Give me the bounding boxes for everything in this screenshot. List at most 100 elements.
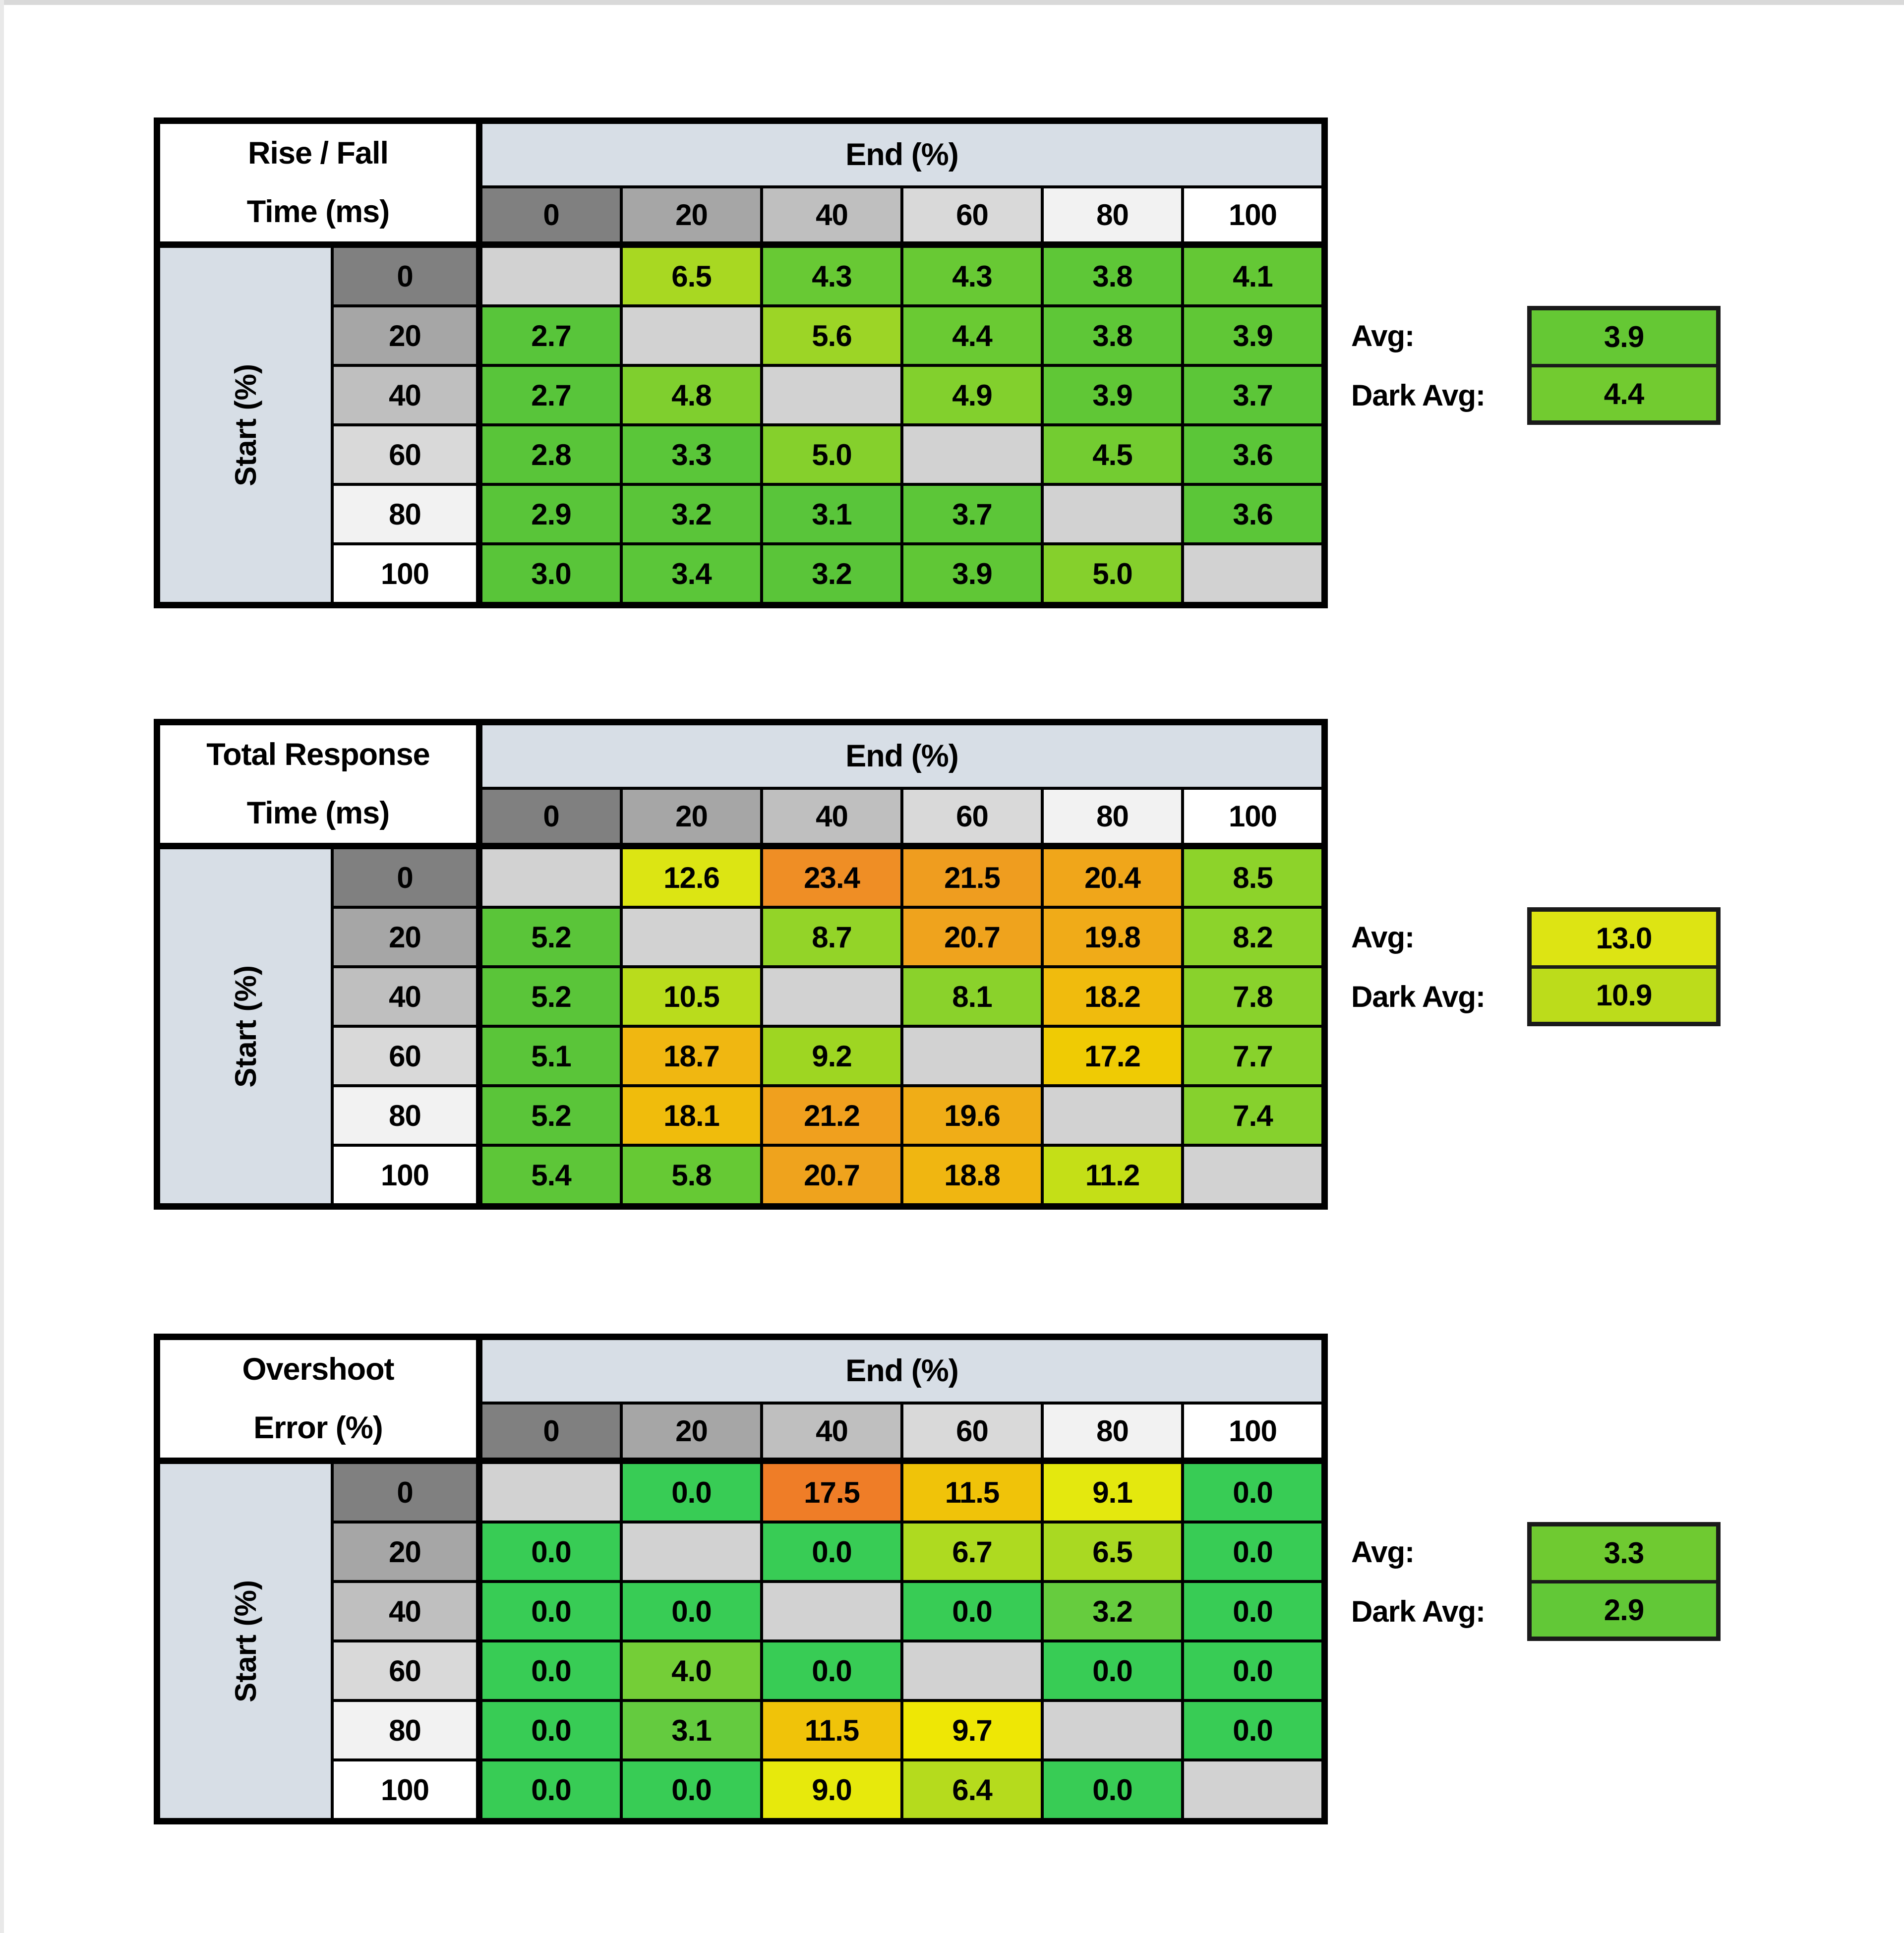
data-cell: 0.0 xyxy=(481,1760,621,1819)
data-cell: 7.8 xyxy=(1183,967,1323,1026)
data-cell: 0.0 xyxy=(1042,1760,1183,1819)
data-cell: 9.2 xyxy=(762,1026,902,1086)
avg-value: 13.0 xyxy=(1532,912,1716,965)
data-cell: 0.0 xyxy=(762,1641,902,1700)
data-cell: 4.3 xyxy=(902,246,1042,306)
empty-diagonal-cell xyxy=(481,1463,621,1522)
data-cell: 8.1 xyxy=(902,967,1042,1026)
row-header-cell: 20 xyxy=(332,907,481,967)
data-cell: 3.9 xyxy=(902,544,1042,603)
empty-diagonal-cell xyxy=(902,1026,1042,1086)
empty-diagonal-cell xyxy=(1042,1086,1183,1145)
total-response-time-table: Total Response Time (ms) End (%) Start (… xyxy=(154,719,1904,1210)
row-header-cell: 60 xyxy=(332,425,481,484)
empty-diagonal-cell xyxy=(1042,1700,1183,1760)
table-title: Rise / Fall Time (ms) xyxy=(159,122,481,246)
empty-diagonal-cell xyxy=(762,365,902,425)
avg-box: 13.0 10.9 xyxy=(1527,907,1721,1026)
data-cell: 18.1 xyxy=(621,1086,762,1145)
dark-avg-label: Dark Avg: xyxy=(1351,980,1486,1013)
data-cell: 6.7 xyxy=(902,1522,1042,1582)
data-cell: 10.5 xyxy=(621,967,762,1026)
row-header-cell: 60 xyxy=(332,1026,481,1086)
data-cell: 2.9 xyxy=(481,484,621,544)
data-cell: 19.8 xyxy=(1042,907,1183,967)
empty-diagonal-cell xyxy=(902,425,1042,484)
data-cell: 11.2 xyxy=(1042,1145,1183,1205)
data-cell: 4.0 xyxy=(621,1641,762,1700)
row-header-cell: 100 xyxy=(332,1145,481,1205)
data-cell: 11.5 xyxy=(762,1700,902,1760)
col-header-cell: 80 xyxy=(1042,788,1183,848)
dark-avg-value: 10.9 xyxy=(1532,965,1716,1022)
col-header-cell: 60 xyxy=(902,187,1042,246)
row-header-cell: 80 xyxy=(332,484,481,544)
table-title-line2: Time (ms) xyxy=(246,796,390,831)
data-cell: 21.2 xyxy=(762,1086,902,1145)
col-header-cell: 100 xyxy=(1183,187,1323,246)
data-cell: 0.0 xyxy=(481,1641,621,1700)
data-cell: 8.7 xyxy=(762,907,902,967)
row-header-cell: 0 xyxy=(332,848,481,907)
avg-label: Avg: xyxy=(1351,1535,1415,1569)
empty-diagonal-cell xyxy=(1042,484,1183,544)
empty-diagonal-cell xyxy=(1183,1145,1323,1205)
data-cell: 0.0 xyxy=(902,1582,1042,1641)
table-title-line1: Overshoot xyxy=(242,1351,394,1387)
col-header-cell: 80 xyxy=(1042,1403,1183,1463)
data-cell: 0.0 xyxy=(1183,1641,1323,1700)
data-cell: 0.0 xyxy=(1183,1700,1323,1760)
data-cell: 4.3 xyxy=(762,246,902,306)
col-header-cell: 60 xyxy=(902,788,1042,848)
row-header-cell: 40 xyxy=(332,365,481,425)
data-cell: 5.1 xyxy=(481,1026,621,1086)
row-header-cell: 80 xyxy=(332,1086,481,1145)
data-cell: 3.2 xyxy=(762,544,902,603)
avg-box: 3.3 2.9 xyxy=(1527,1522,1721,1641)
data-cell: 0.0 xyxy=(1183,1522,1323,1582)
empty-diagonal-cell xyxy=(762,1582,902,1641)
data-cell: 4.1 xyxy=(1183,246,1323,306)
data-cell: 7.4 xyxy=(1183,1086,1323,1145)
data-cell: 3.1 xyxy=(621,1700,762,1760)
table-title: Total Response Time (ms) xyxy=(159,724,481,848)
data-cell: 20.4 xyxy=(1042,848,1183,907)
empty-diagonal-cell xyxy=(1183,1760,1323,1819)
col-header-cell: 40 xyxy=(762,1403,902,1463)
row-header-cell: 100 xyxy=(332,1760,481,1819)
data-cell: 17.2 xyxy=(1042,1026,1183,1086)
data-cell: 3.8 xyxy=(1042,306,1183,365)
data-cell: 0.0 xyxy=(481,1582,621,1641)
data-cell: 9.7 xyxy=(902,1700,1042,1760)
data-cell: 0.0 xyxy=(481,1700,621,1760)
row-header-cell: 0 xyxy=(332,246,481,306)
data-cell: 3.7 xyxy=(902,484,1042,544)
table-title: Overshoot Error (%) xyxy=(159,1339,481,1463)
avg-label: Avg: xyxy=(1351,920,1415,954)
data-cell: 20.7 xyxy=(762,1145,902,1205)
col-header-cell: 20 xyxy=(621,187,762,246)
data-cell: 0.0 xyxy=(1183,1582,1323,1641)
data-cell: 3.9 xyxy=(1183,306,1323,365)
data-cell: 3.1 xyxy=(762,484,902,544)
empty-diagonal-cell xyxy=(621,907,762,967)
data-cell: 9.0 xyxy=(762,1760,902,1819)
data-cell: 4.5 xyxy=(1042,425,1183,484)
col-header-cell: 60 xyxy=(902,1403,1042,1463)
window-top-edge xyxy=(0,0,1904,5)
heatmap-grid: Rise / Fall Time (ms) End (%) Start (%) … xyxy=(154,117,1328,608)
data-cell: 18.8 xyxy=(902,1145,1042,1205)
empty-diagonal-cell xyxy=(481,246,621,306)
row-header-cell: 40 xyxy=(332,1582,481,1641)
data-cell: 0.0 xyxy=(621,1582,762,1641)
data-cell: 5.4 xyxy=(481,1145,621,1205)
col-header-cell: 40 xyxy=(762,187,902,246)
dark-avg-label: Dark Avg: xyxy=(1351,378,1486,412)
data-cell: 4.8 xyxy=(621,365,762,425)
data-cell: 0.0 xyxy=(1042,1641,1183,1700)
data-cell: 20.7 xyxy=(902,907,1042,967)
avg-value: 3.3 xyxy=(1532,1526,1716,1580)
empty-diagonal-cell xyxy=(1183,544,1323,603)
data-cell: 3.7 xyxy=(1183,365,1323,425)
